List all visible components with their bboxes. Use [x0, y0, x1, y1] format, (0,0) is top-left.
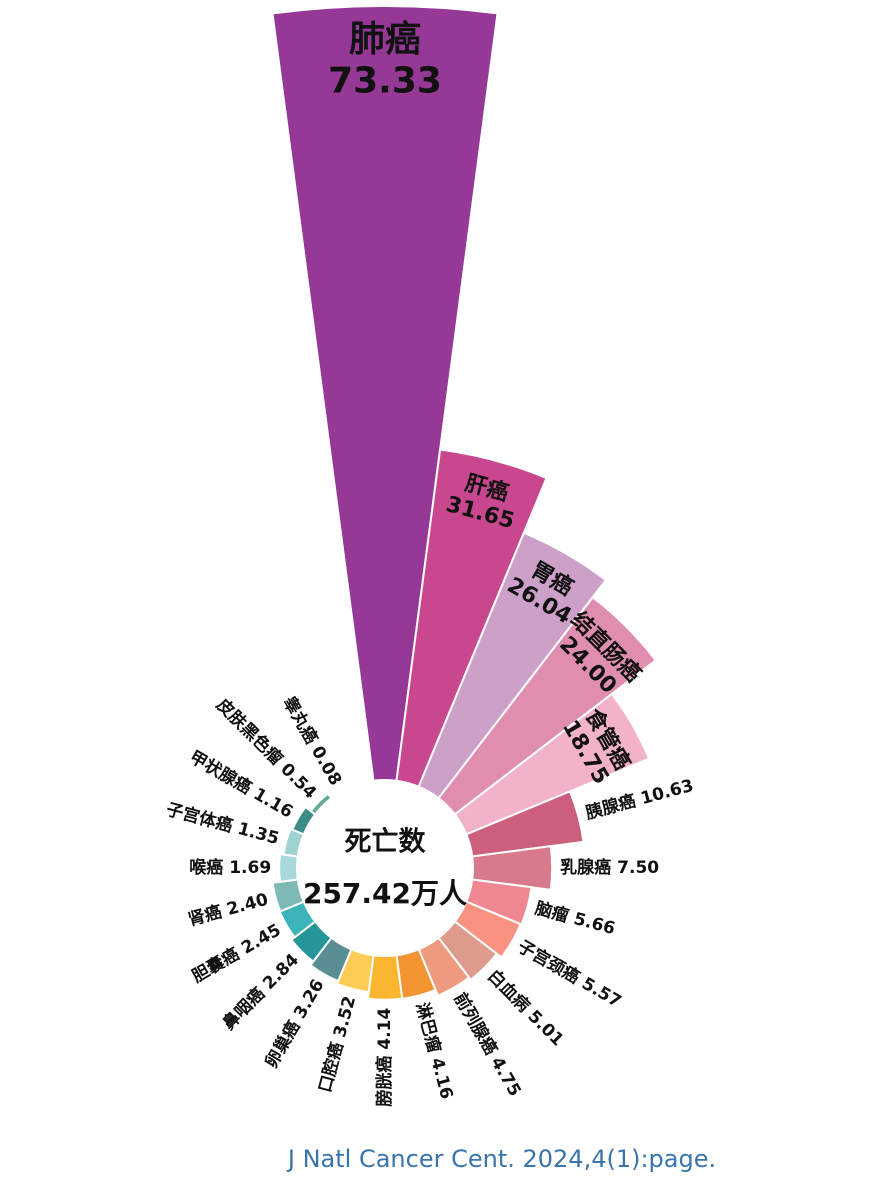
- outer-label: 白血病5.01: [483, 965, 568, 1050]
- category-label: 脑瘤: [533, 898, 571, 927]
- value-label: 4.75: [486, 1054, 524, 1100]
- value-label: 7.50: [617, 858, 659, 878]
- bar: [278, 853, 299, 883]
- category-label: 前列腺癌: [449, 989, 501, 1058]
- category-label: 肾癌: [186, 901, 224, 930]
- value-label: 5.57: [578, 974, 624, 1012]
- outer-label-text: 口腔癌3.52: [314, 994, 360, 1095]
- value-label: 4.14: [375, 1008, 395, 1050]
- value-label: 5.66: [571, 909, 617, 939]
- bar: [395, 448, 548, 789]
- bar: [366, 954, 404, 1001]
- bar: [329, 784, 353, 800]
- source: J Natl Cancer Cent. 2024,4(1):page.: [286, 1145, 716, 1173]
- category-label: 卵巢癌: [261, 1017, 305, 1072]
- bar: [271, 878, 306, 913]
- category-label: 淋巴瘤: [412, 1000, 445, 1055]
- bar: [417, 531, 608, 800]
- bar: [437, 920, 499, 982]
- center-title: 死亡数: [345, 827, 427, 858]
- category-label: 甲状腺癌: [186, 746, 255, 798]
- outer-label: 肾癌2.40: [186, 889, 271, 931]
- bar: [271, 5, 499, 782]
- value-label: 3.52: [330, 994, 360, 1040]
- category-label: 膀胱癌: [374, 1056, 395, 1107]
- bar: [453, 692, 651, 836]
- bar: [291, 805, 317, 836]
- bar: [471, 845, 554, 891]
- outer-label-text: 脑瘤5.66: [533, 898, 618, 939]
- category-label: 肺癌: [349, 19, 421, 60]
- bar: [417, 936, 471, 997]
- bar: [437, 595, 658, 816]
- bar: [290, 920, 333, 963]
- bar: [309, 792, 333, 816]
- value-label: 1.69: [229, 858, 271, 878]
- category-label: 口腔癌: [314, 1040, 347, 1095]
- bar: [453, 900, 522, 959]
- category-label: 白血病: [483, 965, 534, 1016]
- bar: [309, 936, 353, 983]
- category-label: 子宫体癌: [164, 799, 235, 837]
- value-label: 1.35: [235, 819, 281, 849]
- value-label: 1.16: [250, 784, 296, 822]
- category-label: 鼻咽癌: [218, 983, 269, 1034]
- outer-label: 乳腺癌 7.50: [560, 857, 659, 878]
- outer-label: 膀胱癌 4.14: [374, 1008, 395, 1107]
- outer-label-text: 喉癌 1.69: [189, 857, 271, 878]
- bar: [335, 947, 375, 994]
- center-total: 257.42万人: [303, 877, 467, 910]
- value-label: 73.33: [328, 61, 442, 102]
- value-label: 10.63: [639, 776, 696, 809]
- category-label: 子宫颈癌: [514, 936, 583, 988]
- outer-label: 口腔癌3.52: [314, 994, 360, 1095]
- bar: [282, 827, 306, 858]
- value-label: 4.16: [426, 1056, 456, 1102]
- category-label: 喉癌: [189, 857, 223, 878]
- category-label: 睾丸癌: [278, 693, 322, 748]
- value-label: 2.40: [225, 890, 271, 920]
- outer-label: 喉癌 1.69: [189, 857, 271, 878]
- outer-label-text: 肾癌2.40: [186, 889, 271, 931]
- outer-label-text: 白血病5.01: [483, 965, 568, 1050]
- category-label: 胆囊癌: [188, 943, 243, 987]
- outer-label-text: 膀胱癌 4.14: [374, 1008, 395, 1107]
- outer-label-text: 淋巴瘤4.16: [412, 1000, 458, 1101]
- outer-label: 脑瘤5.66: [533, 898, 618, 939]
- bar: [464, 790, 585, 858]
- category-label: 乳腺癌: [560, 857, 611, 878]
- value-label: 2.45: [238, 920, 284, 958]
- value-label: 3.26: [290, 976, 328, 1022]
- bars: [271, 5, 658, 1001]
- category-label: 皮肤黑色瘤: [212, 694, 287, 769]
- value-label: 2.84: [259, 950, 303, 994]
- value-label: 5.01: [524, 1007, 568, 1051]
- category-label: 胰腺癌: [583, 790, 638, 823]
- outer-label-text: 乳腺癌 7.50: [560, 857, 659, 878]
- outer-label: 淋巴瘤4.16: [412, 1000, 458, 1101]
